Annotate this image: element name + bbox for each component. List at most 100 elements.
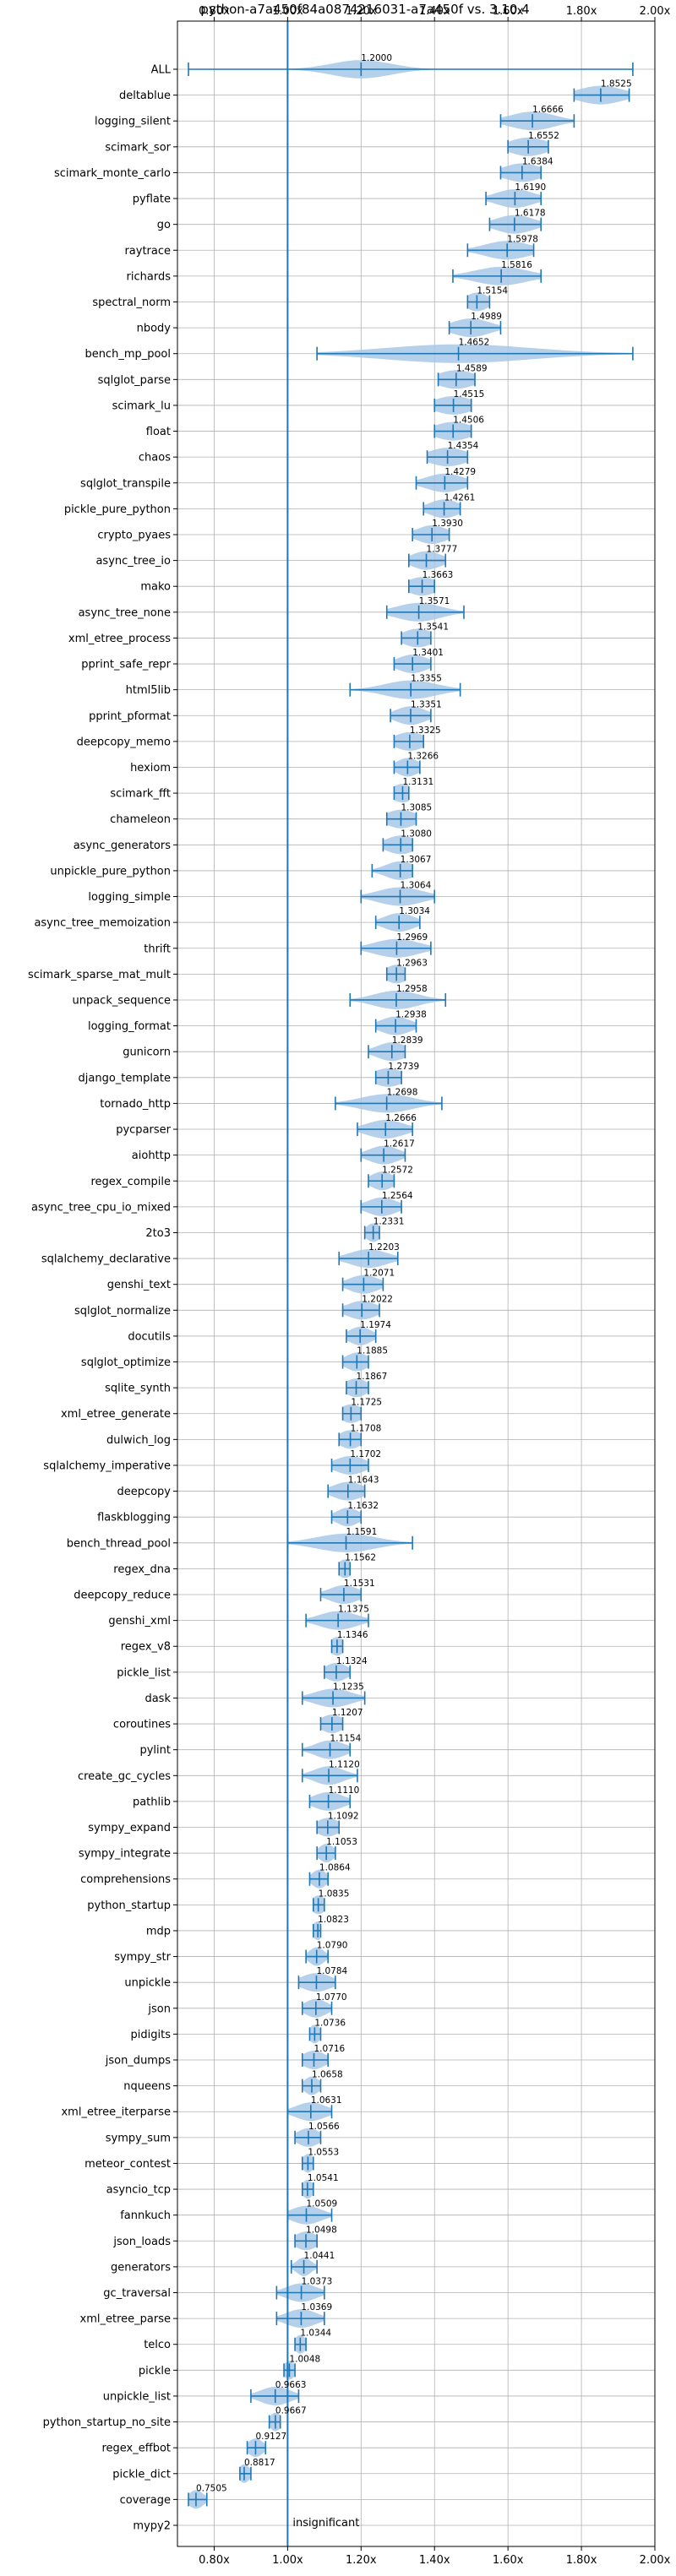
- value-label: 0.9667: [275, 2406, 307, 2416]
- benchmark-name: bench_mp_pool: [84, 348, 171, 361]
- value-label: 1.1867: [357, 1372, 388, 1382]
- x-tick-label-top: 2.00x: [640, 5, 671, 18]
- violin-layer: [188, 60, 634, 2509]
- value-label: 1.1375: [338, 1605, 369, 1615]
- value-label: 1.1562: [345, 1552, 376, 1562]
- benchmark-name: sqlite_synth: [105, 1383, 171, 1395]
- benchmark-name: spectral_norm: [92, 296, 171, 309]
- value-label: 1.0048: [289, 2354, 320, 2364]
- benchmark-name: logging_format: [88, 1020, 171, 1033]
- value-label: 1.1531: [344, 1579, 375, 1589]
- benchmark-name: genshi_xml: [108, 1615, 171, 1628]
- benchmark-name: generators: [111, 2261, 171, 2274]
- value-label: 1.1885: [357, 1346, 388, 1356]
- value-label: 1.3777: [427, 545, 458, 555]
- benchmark-name: sympy_sum: [106, 2132, 171, 2144]
- value-label: 1.0658: [312, 2070, 343, 2080]
- value-label: 1.4589: [456, 363, 488, 373]
- value-label: 1.1346: [337, 1630, 368, 1640]
- benchmark-name: django_template: [79, 1072, 171, 1084]
- benchmark-name: sqlglot_parse: [98, 374, 171, 387]
- benchmark-name: pickle: [139, 2365, 171, 2378]
- value-label: 0.9663: [275, 2380, 307, 2390]
- value-label: 1.3064: [401, 881, 432, 891]
- benchmark-name: dask: [144, 1693, 171, 1705]
- value-label: 1.3034: [399, 906, 430, 916]
- value-label: 1.1092: [328, 1812, 359, 1822]
- value-label: 1.0864: [319, 1863, 351, 1873]
- value-label: 1.4506: [453, 416, 484, 426]
- benchmark-name: logging_simple: [88, 891, 171, 904]
- benchmark-name: pylint: [139, 1744, 171, 1757]
- value-label: 1.1154: [330, 1734, 362, 1744]
- benchmark-name: async_tree_memoization: [34, 917, 171, 930]
- value-label: 1.3325: [410, 726, 441, 736]
- value-label: 1.1591: [346, 1527, 378, 1537]
- value-label: 1.3080: [401, 829, 432, 839]
- value-label: 1.0736: [314, 2018, 346, 2028]
- benchmark-name: sympy_str: [114, 1951, 171, 1964]
- benchmark-name: sqlalchemy_imperative: [43, 1459, 171, 1472]
- value-label: 1.1974: [360, 1320, 391, 1330]
- reference-line-label: insignificant: [292, 2517, 359, 2530]
- x-tick-label-bottom: 0.80x: [199, 2554, 230, 2567]
- benchmark-name: docutils: [128, 1330, 171, 1343]
- benchmark-name: scimark_sparse_mat_mult: [28, 969, 171, 981]
- value-label: 1.2739: [388, 1062, 419, 1072]
- value-label: 1.2331: [373, 1216, 405, 1226]
- benchmark-name: deltablue: [119, 90, 171, 102]
- benchmark-name: pycparser: [116, 1124, 171, 1137]
- value-label: 0.7505: [196, 2483, 227, 2493]
- benchmark-name: regex_v8: [121, 1641, 171, 1654]
- value-label: 1.5978: [507, 234, 538, 244]
- benchmark-name: pickle_list: [117, 1666, 171, 1679]
- value-label: 1.0566: [308, 2122, 340, 2132]
- value-label: 1.2203: [368, 1242, 400, 1253]
- value-label: 1.2698: [387, 1087, 418, 1097]
- benchmark-name: unpack_sequence: [72, 994, 171, 1007]
- x-tick-label-bottom: 1.00x: [272, 2554, 303, 2567]
- value-label: 1.8525: [601, 79, 632, 90]
- value-labels: 1.2000 1.8525 1.6666 1.6552 1.6384 1.6190 1.61…: [196, 53, 632, 2493]
- value-label: 1.2022: [362, 1294, 393, 1304]
- benchmark-name: go: [157, 219, 171, 231]
- value-label: 1.1708: [351, 1423, 382, 1433]
- x-ticks-top: 0.80x 1.00x 1.20x 1.40x 1.60x 1.80x 2.00x: [199, 5, 671, 21]
- value-label: 1.4515: [454, 389, 485, 399]
- value-label: 1.5816: [501, 260, 532, 270]
- benchmark-name: gunicorn: [123, 1046, 171, 1059]
- x-tick-label-top: 1.20x: [346, 5, 377, 18]
- value-label: 1.4354: [448, 441, 479, 451]
- benchmark-name: scimark_fft: [110, 788, 171, 801]
- value-label: 1.0631: [311, 2095, 342, 2106]
- benchmark-name: xml_etree_parse: [80, 2313, 171, 2326]
- x-tick-label-bottom: 1.80x: [566, 2554, 597, 2567]
- value-label: 1.1632: [347, 1501, 379, 1511]
- benchmark-name: telco: [144, 2339, 171, 2351]
- benchmark-name: regex_dna: [113, 1563, 171, 1576]
- value-label: 1.1053: [326, 1837, 357, 1847]
- x-tick-label-bottom: 1.20x: [346, 2554, 377, 2567]
- value-label: 1.0369: [301, 2302, 332, 2312]
- value-label: 1.3085: [401, 803, 432, 813]
- value-label: 1.4261: [444, 492, 476, 503]
- benchmark-name: sympy_integrate: [79, 1848, 171, 1861]
- value-label: 1.1324: [336, 1656, 368, 1666]
- benchmark-name: async_tree_none: [79, 606, 171, 619]
- benchmark-name: mako: [140, 581, 171, 594]
- benchmark-name: regex_compile: [90, 1176, 171, 1188]
- chart-title: python-a7a450f84a0874216031-a7a450f vs. …: [200, 2, 529, 17]
- benchmark-name: async_tree_io: [95, 555, 171, 568]
- value-label: 1.2071: [363, 1269, 395, 1279]
- value-label: 1.2564: [382, 1191, 413, 1201]
- x-tick-label-bottom: 1.40x: [419, 2554, 450, 2567]
- benchmark-name: pickle_pure_python: [64, 503, 171, 516]
- benchmark-name: scimark_lu: [112, 399, 171, 412]
- benchmark-name: pathlib: [133, 1796, 171, 1808]
- benchmark-name: comprehensions: [80, 1873, 171, 1886]
- x-tick-label-bottom: 2.00x: [640, 2554, 671, 2567]
- value-label: 1.4989: [471, 312, 502, 322]
- benchmark-name: coroutines: [113, 1719, 171, 1731]
- benchmark-name: async_generators: [74, 840, 172, 852]
- benchmark-name: pidigits: [131, 2029, 172, 2041]
